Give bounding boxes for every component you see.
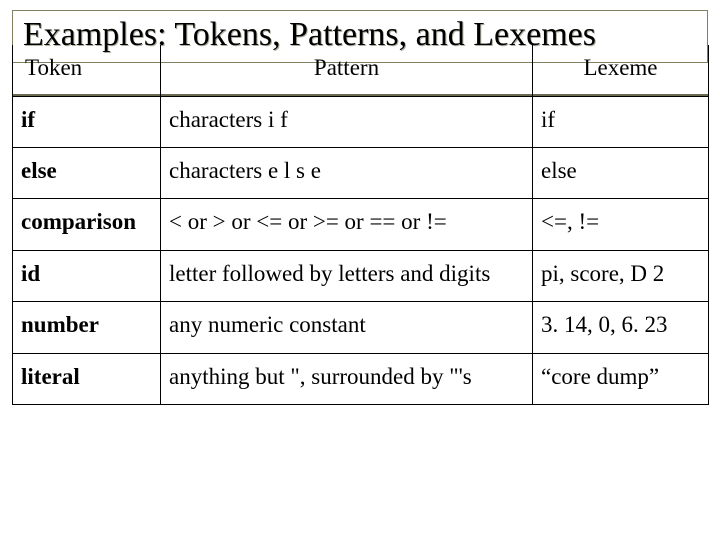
cell-token: number [13,302,161,353]
header-lexeme: Lexeme [533,45,709,96]
cell-token: else [13,147,161,198]
cell-lexeme: 3. 14, 0, 6. 23 [533,302,709,353]
table-header-row: Token Pattern Lexeme [13,45,709,96]
tokens-table: Token Pattern Lexeme if characters i f i… [12,45,709,405]
slide: Examples: Tokens, Patterns, and Lexemes … [0,0,720,540]
cell-pattern: letter followed by letters and digits [161,250,533,301]
cell-pattern: characters e l s e [161,147,533,198]
table-row: id letter followed by letters and digits… [13,250,709,301]
cell-token: comparison [13,199,161,250]
cell-token: if [13,96,161,147]
cell-lexeme: “core dump” [533,353,709,404]
cell-pattern: any numeric constant [161,302,533,353]
table-row: else characters e l s e else [13,147,709,198]
cell-lexeme: if [533,96,709,147]
cell-token: literal [13,353,161,404]
cell-lexeme: <=, != [533,199,709,250]
cell-lexeme: pi, score, D 2 [533,250,709,301]
cell-token: id [13,250,161,301]
cell-pattern: anything but ", surrounded by "'s [161,353,533,404]
cell-pattern: characters i f [161,96,533,147]
cell-lexeme: else [533,147,709,198]
table-row: literal anything but ", surrounded by "'… [13,353,709,404]
table-row: comparison < or > or <= or >= or == or !… [13,199,709,250]
table-row: if characters i f if [13,96,709,147]
header-pattern: Pattern [161,45,533,96]
cell-pattern: < or > or <= or >= or == or != [161,199,533,250]
header-token: Token [13,45,161,96]
table-row: number any numeric constant 3. 14, 0, 6.… [13,302,709,353]
